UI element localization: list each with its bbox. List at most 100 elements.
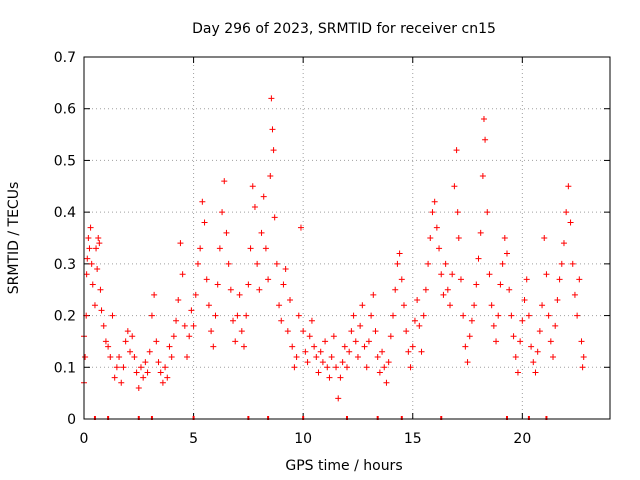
data-point [460,312,467,319]
data-point [486,271,493,278]
grid-lines [84,57,610,419]
data-point [370,291,377,298]
data-point [199,198,206,205]
data-point [219,209,226,216]
x-tick-label: 10 [294,431,312,447]
data-point [214,281,221,288]
data-point [514,369,521,376]
data-point [291,364,298,371]
data-point [383,379,390,386]
data-point [398,276,405,283]
data-point [93,245,100,252]
data-point [422,286,429,293]
data-point [319,359,326,366]
data-point [464,359,471,366]
data-point [431,198,438,205]
data-point [484,209,491,216]
data-point [547,338,554,345]
data-point [131,353,138,360]
data-point [280,281,287,288]
data-point [427,235,434,241]
data-point [556,276,563,283]
data-point [442,260,449,267]
data-point [333,364,340,371]
data-point [238,328,245,335]
data-point [95,235,102,241]
data-point [407,364,414,371]
data-point [251,203,258,210]
data-point [390,312,397,319]
data-point [133,369,140,376]
data-point [243,312,250,319]
data-point [94,266,101,273]
data-point [416,322,423,329]
data-point [405,348,412,355]
data-point [558,260,565,267]
data-point [376,369,383,376]
data-point [554,297,561,304]
data-point [403,328,410,335]
y-tick-label: 0.4 [54,205,76,221]
data-point [488,302,495,309]
data-point [135,384,142,391]
data-point [322,338,329,345]
data-point [451,183,458,190]
data-point [300,328,307,335]
data-point [146,348,153,355]
data-point [82,353,89,360]
data-point [267,172,274,179]
data-point [129,333,136,340]
data-point [268,95,275,102]
data-point [365,338,372,345]
data-point [197,245,204,252]
data-point [357,322,364,329]
data-point [490,322,497,329]
data-point [477,229,484,236]
data-point [223,229,230,236]
data-point [479,172,486,179]
data-point [567,219,574,226]
data-point [148,312,155,319]
data-point [276,302,283,309]
data-point [212,312,219,319]
data-point [85,235,92,241]
data-point [164,374,171,381]
data-point [166,343,173,350]
data-point [91,302,98,309]
y-axis-label: SRMTID / TECUs [6,182,22,295]
data-point [379,348,386,355]
data-point [232,338,239,345]
data-point [203,276,210,283]
data-point [284,328,291,335]
data-point [521,297,528,304]
data-point [102,338,109,345]
x-tick-label: 0 [80,431,89,447]
data-point [534,348,541,355]
data-point [565,183,572,190]
data-point [151,291,158,298]
data-point [506,286,513,293]
data-point [471,302,478,309]
data-point [501,235,508,241]
data-point [84,255,91,262]
data-point [177,240,184,247]
data-point [83,271,90,278]
data-point [170,333,177,340]
data-point [186,333,193,340]
data-point [168,353,175,360]
data-point [363,364,370,371]
data-point [392,286,399,293]
data-point [454,209,461,216]
data-point [159,379,166,386]
y-tick-label: 0.3 [54,257,76,273]
data-point [449,271,456,278]
data-point [127,348,134,355]
data-point [254,260,261,267]
data-point [240,343,247,350]
data-point [385,359,392,366]
data-point [337,374,344,381]
axis-ticks: 0 0.1 0.2 0.3 0.4 0.5 0.6 0.7 0 5 10 15 20 [54,50,610,447]
data-point [335,395,342,402]
data-point [348,328,355,335]
data-point [475,255,482,262]
